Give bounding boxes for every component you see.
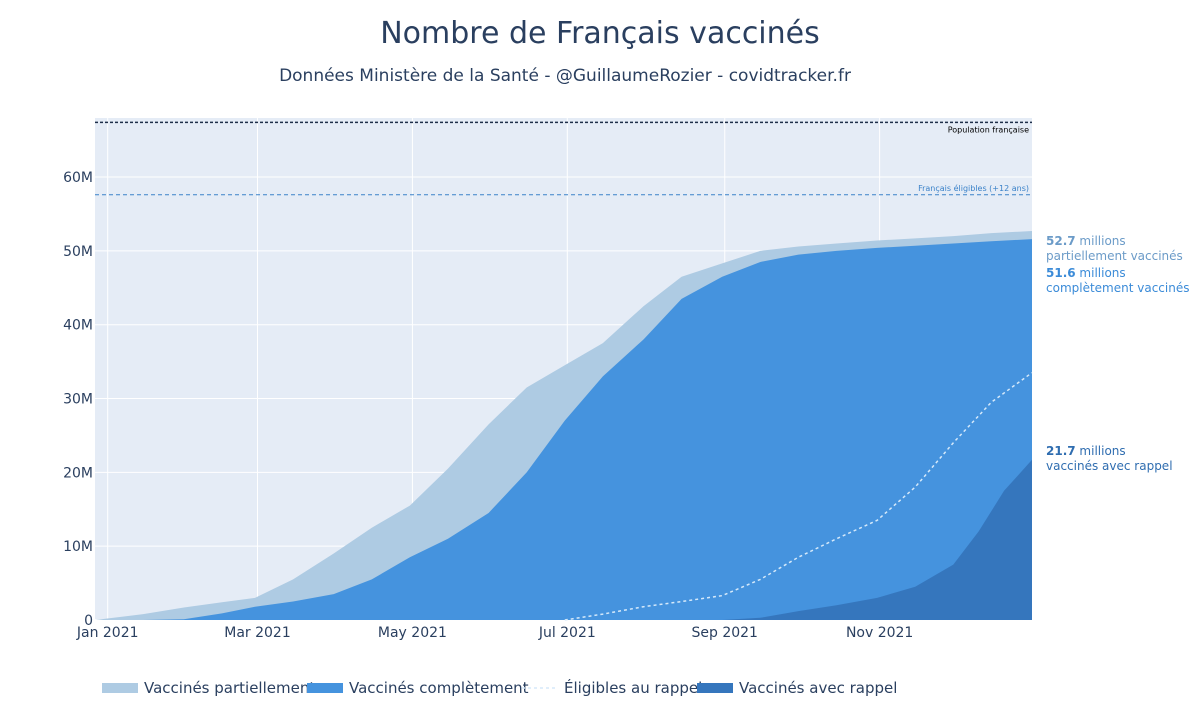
x-tick-label: Nov 2021: [846, 625, 913, 641]
series-area-vaccines-avec-rappel: [95, 459, 1032, 620]
x-tick-label: Jul 2021: [538, 625, 596, 641]
chart-subtitle: Données Ministère de la Santé - @Guillau…: [279, 66, 851, 86]
reference-lines: Population française Français éligibles (…: [95, 121, 1032, 196]
y-tick-label: 20M: [63, 465, 93, 481]
series-area-vaccines-completement: [95, 239, 1032, 620]
annotation-number: 52.7: [1046, 234, 1076, 248]
annotation-number: 51.6: [1046, 266, 1076, 280]
series-line-eligibles-au-rappel: [564, 372, 1033, 621]
reference-line-label: Population française: [948, 125, 1029, 134]
legend-swatch[interactable]: [697, 683, 733, 693]
chart-title: Nombre de Français vaccinés: [380, 16, 820, 51]
annotation-description: vaccinés avec rappel: [1046, 459, 1173, 473]
annotation-value: 51.6 millions: [1046, 266, 1126, 280]
annotation-description: complètement vaccinés: [1046, 281, 1189, 295]
y-tick-label: 10M: [63, 539, 93, 555]
y-tick-label: 60M: [63, 170, 93, 186]
legend-label[interactable]: Vaccinés complètement: [349, 679, 529, 697]
x-tick-label: Jan 2021: [76, 625, 139, 641]
annotation-number: 21.7: [1046, 444, 1076, 458]
y-tick-label: 50M: [63, 244, 93, 260]
legend[interactable]: Vaccinés partiellement Vaccinés complètem…: [102, 678, 897, 697]
legend-label[interactable]: Vaccinés partiellement: [144, 679, 315, 697]
x-tick-label: Sep 2021: [692, 625, 758, 641]
x-tick-label: May 2021: [378, 625, 447, 641]
annotation-unit: millions: [1076, 234, 1126, 248]
series-areas: [95, 230, 1033, 621]
legend-swatch[interactable]: [307, 683, 343, 693]
annotation-value: 52.7 millions: [1046, 234, 1126, 248]
x-tick-label: Mar 2021: [224, 625, 291, 641]
legend-swatch[interactable]: [102, 683, 138, 693]
legend-label[interactable]: Éligibles au rappel: [564, 678, 702, 697]
y-axis-ticks: 0 10M 20M 30M 40M 50M 60M: [63, 170, 93, 629]
annotation-value: 21.7 millions: [1046, 444, 1126, 458]
annotation-unit: millions: [1076, 444, 1126, 458]
annotation-description: partiellement vaccinés: [1046, 249, 1183, 263]
y-tick-label: 30M: [63, 392, 93, 408]
reference-line-label: Français éligibles (+12 ans): [918, 183, 1029, 193]
annotation-unit: millions: [1076, 266, 1126, 280]
y-tick-label: 40M: [63, 318, 93, 334]
x-axis-ticks: Jan 2021 Mar 2021 May 2021 Jul 2021 Sep 2021…: [76, 625, 913, 641]
y-tick-label: 0: [84, 613, 93, 629]
legend-label[interactable]: Vaccinés avec rappel: [739, 679, 897, 697]
